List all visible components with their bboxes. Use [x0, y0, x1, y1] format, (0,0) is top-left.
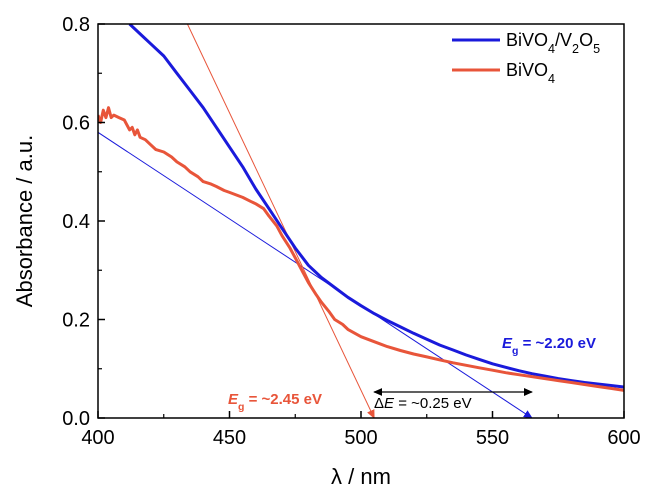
x-tick-label: 550	[476, 427, 509, 449]
plot-frame	[97, 23, 625, 419]
series-line	[128, 24, 624, 389]
x-tick-label: 500	[344, 427, 377, 449]
x-tick-label: 400	[81, 427, 114, 449]
y-tick-label: 0.4	[62, 211, 90, 233]
x-tick-label: 600	[607, 427, 640, 449]
y-tick-label: 0.8	[62, 14, 90, 36]
y-tick-label: 0.0	[62, 408, 90, 430]
tangent-line	[186, 24, 375, 418]
x-axis: 400 450 500 550 600	[81, 411, 641, 449]
y-tick-label: 0.2	[62, 310, 90, 332]
eg-red-label: Eg = ~2.45 eV	[228, 391, 322, 413]
legend-label: BiVO4	[506, 60, 555, 86]
series-line	[98, 106, 624, 392]
y-axis-title: Absorbance / a.u.	[12, 135, 37, 307]
legend-label: BiVO4/V2O5	[506, 30, 600, 56]
x-axis-title: λ / nm	[331, 464, 391, 489]
x-tick-label: 450	[213, 427, 246, 449]
tangent-lines	[98, 24, 533, 418]
eg-blue-label: Eg = ~2.20 eV	[502, 335, 596, 357]
tangent-line	[98, 131, 533, 418]
legend: BiVO4/V2O5 BiVO4	[452, 30, 600, 86]
y-axis: 0.0 0.2 0.4 0.6 0.8	[62, 14, 105, 430]
delta-e-label: ΔE = ~0.25 eV	[374, 395, 472, 412]
series-layer	[98, 24, 624, 392]
y-tick-label: 0.6	[62, 113, 90, 135]
